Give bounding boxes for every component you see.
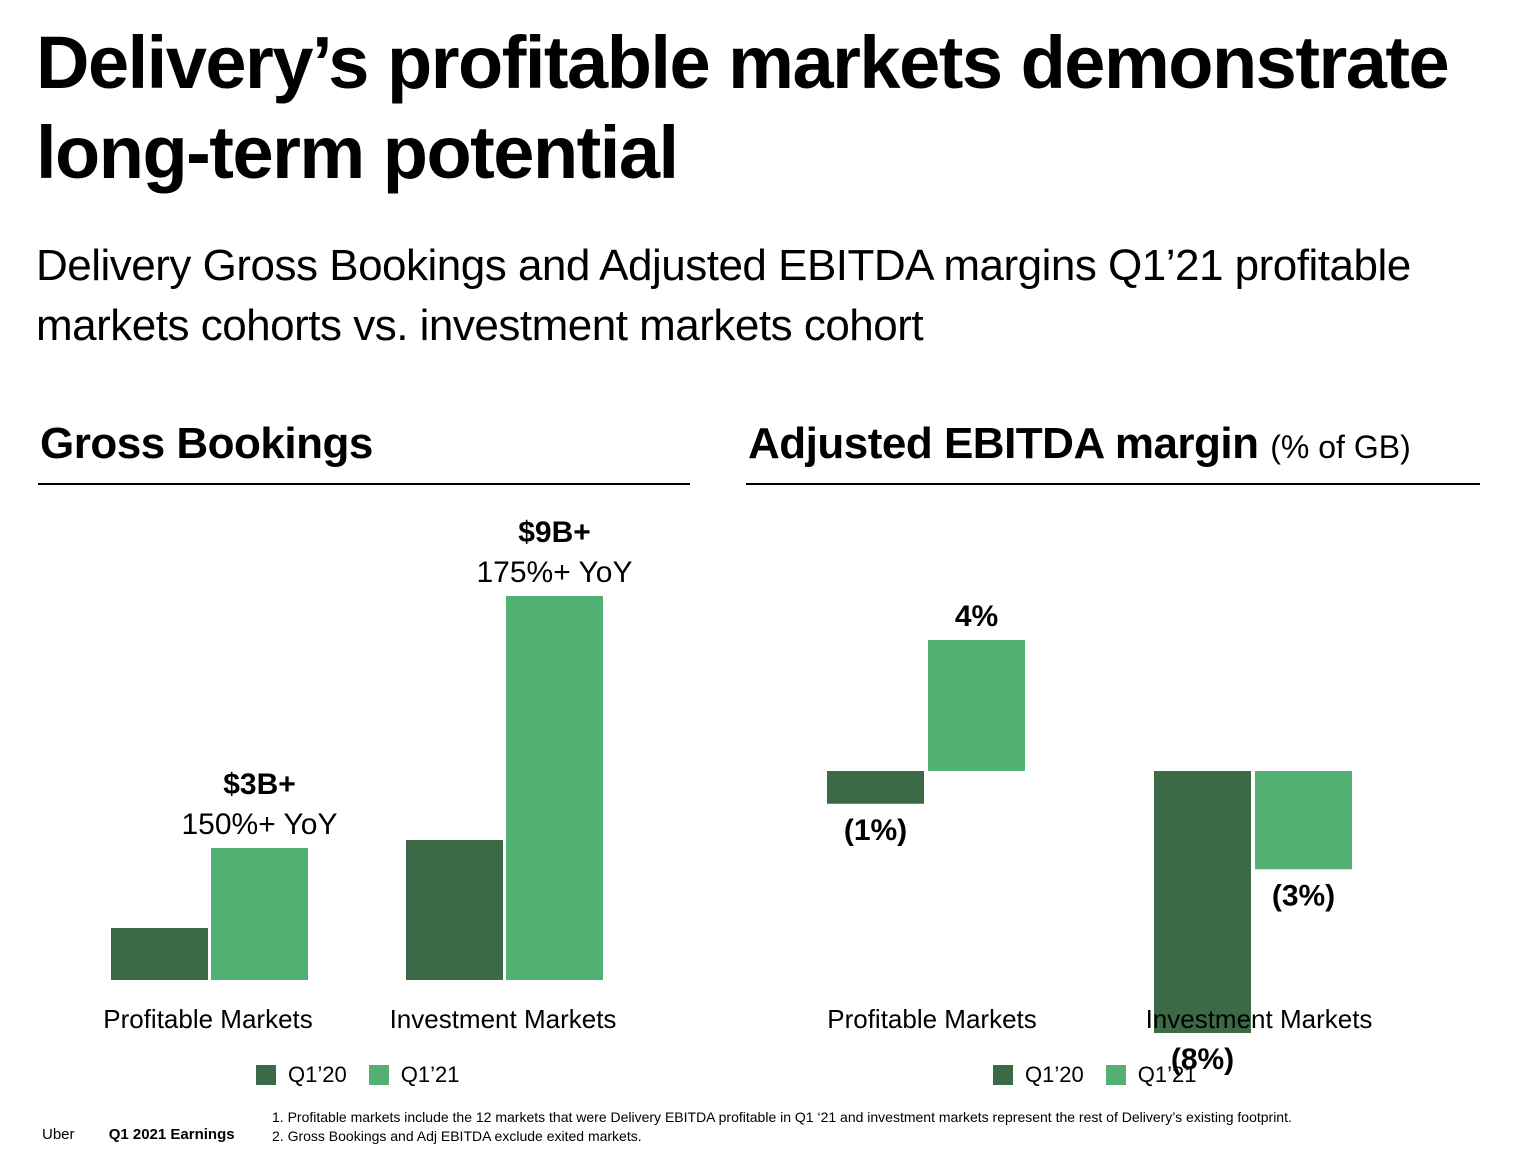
ebitda-margin-divider (746, 483, 1480, 485)
footnotes: 1. Profitable markets include the 12 mar… (272, 1108, 1292, 1146)
page-subtitle: Delivery Gross Bookings and Adjusted EBI… (36, 241, 1411, 350)
value-label-profitable-markets: $3B+ (223, 768, 296, 801)
value-label-investment-markets: $9B+ (518, 516, 591, 549)
legend-item-q121: Q1’21 (368, 1062, 460, 1088)
page-title: Delivery’s profitable markets demonstrat… (36, 21, 1450, 194)
data-label-profitable-markets-q1-20: (1%) (844, 814, 907, 847)
gross-bookings-divider (38, 483, 690, 485)
bar-investment-markets-q1-21 (506, 596, 603, 980)
category-label-profitable-markets: Profitable Markets (103, 1004, 313, 1034)
legend-swatch-q121 (368, 1065, 389, 1085)
category-label-investment-markets: Investment Markets (390, 1004, 617, 1034)
legend-label-q121: Q1’21 (400, 1062, 460, 1087)
ebitda-margin-title: Adjusted EBITDA margin (% of GB) (748, 418, 1411, 473)
bar-investment-markets-q1-20 (1154, 771, 1251, 1033)
ebitda-margin-chart: (1%) 4% Profitable Markets (8%) (3%) Investme… (827, 600, 1373, 1076)
growth-label-profitable-markets: 150%+ YoY (182, 808, 338, 841)
growth-label-investment-markets: 175%+ YoY (477, 556, 633, 589)
bar-profitable-markets-q1-21 (211, 848, 308, 980)
legend-swatch-q120 (256, 1065, 276, 1085)
gross-bookings-chart: Profitable Markets $3B+ 150%+ YoY Investmen… (103, 516, 633, 1034)
data-label-profitable-markets-q1-21: 4% (955, 600, 998, 633)
bar-investment-markets-q1-21 (1255, 771, 1352, 870)
legend-item-q121: Q1’21 (1105, 1062, 1197, 1088)
legend-item-q120: Q1’20 (993, 1062, 1084, 1088)
legend-label-q120: Q1’20 (288, 1062, 347, 1087)
bar-profitable-markets-q1-20 (111, 928, 208, 980)
ebitda-margin-title-unit: (% of GB) (1270, 429, 1411, 465)
footer-report: Q1 2021 Earnings (108, 1126, 235, 1143)
bar-investment-markets-q1-20 (406, 840, 503, 980)
footer-brand: Uber Q1 2021 Earnings (42, 1126, 265, 1143)
gross-bookings-legend: Q1’20 Q1’21 (256, 1062, 481, 1088)
legend-swatch-q121 (1105, 1065, 1126, 1085)
gross-bookings-title: Gross Bookings (40, 419, 373, 468)
bar-profitable-markets-q1-20 (827, 771, 924, 804)
category-label-investment-markets: Investment Markets (1146, 1004, 1373, 1034)
legend-swatch-q120 (993, 1065, 1013, 1085)
ebitda-margin-legend: Q1’20 Q1’21 (993, 1062, 1218, 1088)
data-label-investment-markets-q1-21: (3%) (1272, 879, 1335, 912)
footnote-1: 1. Profitable markets include the 12 mar… (272, 1109, 1292, 1125)
legend-item-q120: Q1’20 (256, 1062, 347, 1088)
footer-company: Uber (42, 1126, 75, 1143)
ebitda-margin-title-text: Adjusted EBITDA margin (748, 419, 1259, 468)
data-label-investment-markets-q1-20: (8%) (1171, 1043, 1234, 1076)
bar-profitable-markets-q1-21 (928, 640, 1025, 771)
legend-label-q121: Q1’21 (1137, 1062, 1197, 1087)
legend-label-q120: Q1’20 (1025, 1062, 1084, 1087)
footnote-2: 2. Gross Bookings and Adj EBITDA exclude… (272, 1128, 642, 1144)
category-label-profitable-markets: Profitable Markets (827, 1004, 1037, 1034)
